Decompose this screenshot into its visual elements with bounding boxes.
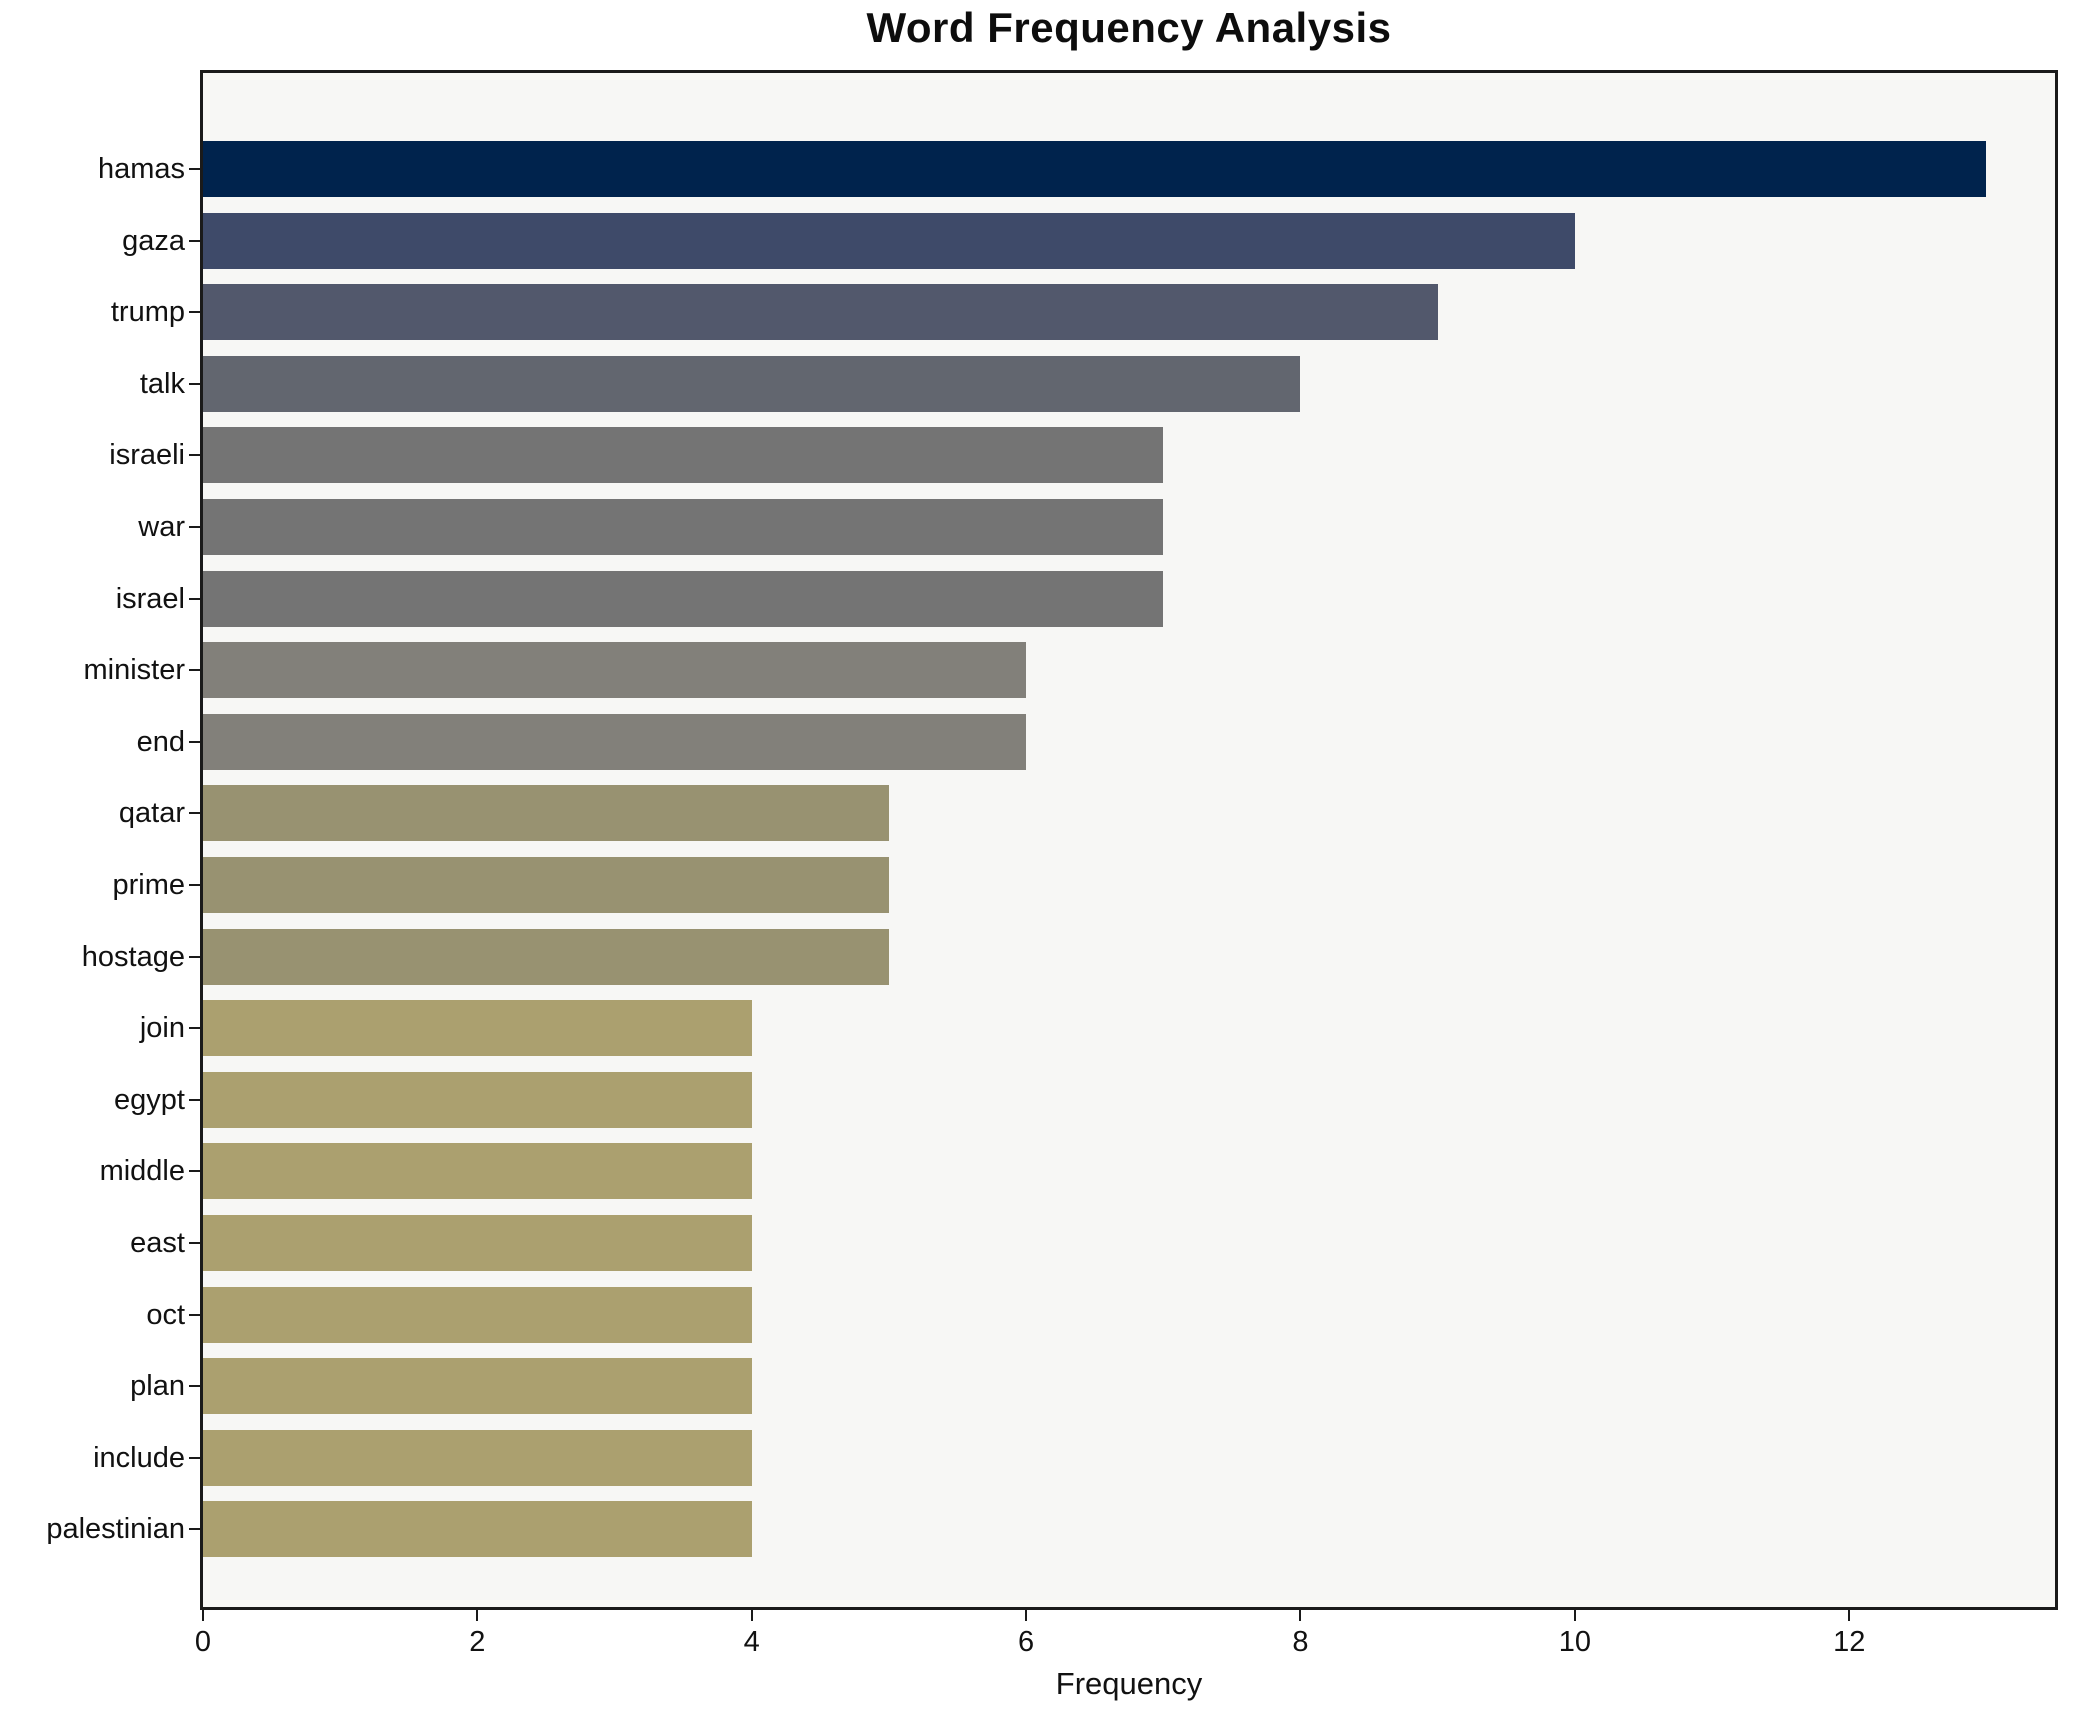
y-tick-mark <box>189 382 200 385</box>
bar-include <box>203 1429 752 1486</box>
y-tick-mark <box>189 669 200 672</box>
bar-trump <box>203 284 1438 341</box>
bar-israel <box>203 570 1164 627</box>
y-tick-mark <box>189 526 200 528</box>
plot-area <box>200 70 2058 1610</box>
y-tick-mark <box>189 454 200 457</box>
y-tick-label-plan: plan <box>130 1370 185 1403</box>
y-tick-mark <box>189 955 200 958</box>
y-tick-label-join: join <box>139 1012 185 1045</box>
y-tick-mark <box>189 1027 200 1030</box>
bar-hostage <box>203 928 889 985</box>
chart-title: Word Frequency Analysis <box>866 4 1392 51</box>
y-tick-mark <box>189 1170 200 1173</box>
y-tick-mark <box>189 239 200 242</box>
x-axis-label: Frequency <box>1055 1666 1203 1701</box>
y-tick-mark <box>189 740 200 743</box>
x-tick-mark <box>202 1610 204 1621</box>
y-tick-label-qatar: qatar <box>118 797 185 830</box>
y-tick-label-middle: middle <box>99 1155 185 1188</box>
y-tick-label-gaza: gaza <box>122 224 185 257</box>
x-tick-mark <box>1573 1610 1576 1621</box>
y-tick-label-hamas: hamas <box>97 153 185 185</box>
bar-egypt <box>203 1071 752 1128</box>
bar-gaza <box>203 212 1575 269</box>
y-tick-label-oct: oct <box>146 1298 185 1331</box>
x-tick-mark <box>750 1610 753 1621</box>
y-tick-label-talk: talk <box>139 367 185 400</box>
y-tick-mark <box>189 1385 200 1388</box>
bar-israeli <box>203 427 1164 484</box>
y-tick-label-hostage: hostage <box>81 940 185 973</box>
x-tick-label-6: 6 <box>1018 1626 1035 1658</box>
y-tick-mark <box>189 597 200 600</box>
y-tick-label-include: include <box>93 1441 185 1474</box>
y-tick-label-prime: prime <box>112 869 185 901</box>
bar-east <box>203 1215 752 1271</box>
y-tick-mark <box>189 1098 200 1101</box>
x-tick-label-0: 0 <box>194 1626 212 1658</box>
bar-join <box>203 1000 752 1057</box>
bar-minister <box>203 642 1027 699</box>
bar-war <box>203 499 1164 555</box>
y-tick-label-end: end <box>136 725 185 758</box>
y-tick-mark <box>189 1313 200 1316</box>
x-tick-label-4: 4 <box>743 1626 760 1658</box>
y-tick-label-israel: israel <box>115 582 185 615</box>
bar-palestinian <box>203 1501 752 1558</box>
y-tick-label-east: east <box>130 1227 185 1259</box>
y-tick-mark <box>189 884 200 886</box>
y-tick-label-trump: trump <box>110 296 185 329</box>
y-tick-label-egypt: egypt <box>114 1083 185 1116</box>
y-tick-mark <box>189 1528 200 1531</box>
x-tick-label-8: 8 <box>1292 1626 1309 1658</box>
bar-end <box>203 713 1027 770</box>
y-tick-label-minister: minister <box>83 654 185 687</box>
bar-hamas <box>203 141 1987 197</box>
bar-prime <box>203 857 889 913</box>
x-tick-label-10: 10 <box>1558 1626 1591 1658</box>
y-tick-mark <box>189 812 200 815</box>
x-tick-mark <box>476 1610 479 1621</box>
bar-plan <box>203 1358 752 1415</box>
y-tick-label-israeli: israeli <box>109 439 185 472</box>
x-tick-label-12: 12 <box>1833 1626 1866 1658</box>
x-tick-mark <box>1025 1610 1028 1621</box>
y-tick-mark <box>189 1456 200 1459</box>
y-tick-label-palestinian: palestinian <box>46 1513 185 1546</box>
x-tick-label-2: 2 <box>469 1626 486 1658</box>
bar-qatar <box>203 785 889 842</box>
y-tick-mark <box>189 168 200 170</box>
bar-talk <box>203 355 1301 412</box>
y-tick-mark <box>189 1242 200 1244</box>
y-tick-label-war: war <box>138 511 185 543</box>
x-tick-mark <box>1848 1610 1851 1621</box>
y-tick-mark <box>189 311 200 314</box>
bar-middle <box>203 1143 752 1200</box>
x-tick-mark <box>1299 1610 1302 1621</box>
bar-oct <box>203 1286 752 1343</box>
